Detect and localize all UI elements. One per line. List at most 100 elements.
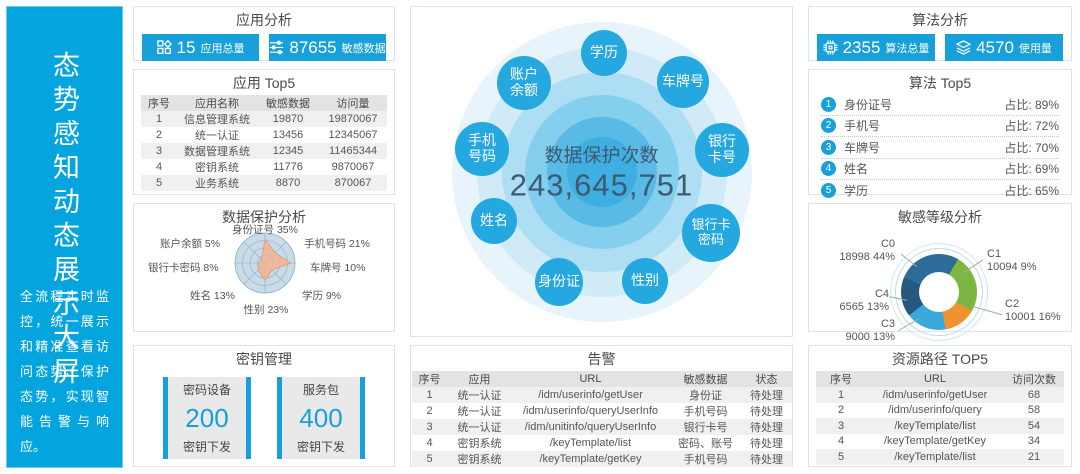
bubble-plate-number: 车牌号 [657, 56, 709, 108]
cell: /idm/userinfo/queryUserInfo [522, 405, 659, 417]
app-top5-title: 应用 Top5 [232, 75, 296, 91]
cell: 1 [816, 387, 866, 403]
sensitive-data-stat-button[interactable]: 87655 敏感数据 [269, 34, 386, 61]
cell: 34 [1027, 435, 1041, 448]
key-management-panel: 密钥管理 密码设备 200 密钥下发 服务包 400 密钥下发 [133, 345, 395, 467]
cell: 11465344 [319, 143, 387, 159]
protection-count-value: 243,645,751 [509, 167, 694, 203]
table-row: 2/idm/userinfo/query 58 [816, 403, 1064, 419]
rank-badge: 3 [821, 139, 836, 155]
bubble-id-card: 身份证 [535, 258, 583, 306]
cell: 19870 [257, 111, 319, 127]
column-header: 序号 [141, 95, 177, 111]
bubble-gender: 性别 [622, 258, 668, 304]
cell: /keyTemplate/getKey [883, 435, 987, 448]
key-card-top-label: 密码设备 [182, 383, 231, 398]
radar-label: 性别 23% [243, 304, 289, 316]
column-header: 应用名称 [177, 95, 257, 111]
protection-overview-panel: 数据保护次数 243,645,751 学历 车牌号 银行 卡号 银行卡 密码 性… [410, 6, 793, 337]
algo-total-value: 2355 [842, 37, 881, 57]
cell: 待处理 [750, 406, 783, 418]
table-row: 4/keyTemplate/getKey 34 [816, 434, 1064, 450]
cell: 2 [426, 405, 433, 417]
segment-name: C4 [874, 288, 889, 300]
resource-top5-title: 资源路径 TOP5 [891, 351, 989, 367]
app-total-stat-button[interactable]: 15 应用总量 [142, 34, 259, 61]
segment-name: C1 [987, 248, 1002, 260]
column-header: 序号 [816, 371, 866, 387]
cell: 4 [155, 161, 163, 173]
table-row: 1 信息管理系统 19870 19870067 [141, 111, 387, 127]
table-row: 5 业务系统 8870 870067 [141, 175, 387, 191]
cell: 13456 [272, 129, 304, 141]
key-card-value: 400 [299, 402, 343, 433]
data-protection-panel: 数据保护分析 身份证号 35% 手机号码 21% 车牌号 10% 学历 9% 性… [133, 203, 395, 332]
bubble-bank-card: 银行 卡号 [695, 123, 749, 177]
radar-label: 学历 9% [302, 290, 342, 302]
cell: 统一认证 [457, 406, 502, 418]
segment-name: C2 [1005, 298, 1020, 310]
rank-label: 姓名 [844, 162, 869, 177]
radar-label: 银行卡密码 8% [148, 262, 219, 274]
rank-value: 占比: 72% [1004, 119, 1059, 134]
segment-value: 6565 13% [839, 301, 889, 313]
cell: 9870067 [331, 161, 375, 173]
radar-label: 姓名 13% [190, 290, 235, 302]
cell: /keyTemplate/list [866, 418, 1004, 434]
bubble-balance: 账户 余额 [497, 56, 551, 110]
donut-decorative-ring [895, 248, 983, 336]
chip-icon [823, 40, 838, 55]
cell: 待处理 [741, 387, 792, 403]
usage-stat-button[interactable]: 4570 使用量 [945, 34, 1063, 61]
resource-top5-table: 序号 URL 访问次数 1/idm/userinfo/getUser 68 2/i… [816, 371, 1064, 465]
segment-label: C3 9000 13% [829, 318, 895, 344]
service-pack-card: 服务包 400 密钥下发 [277, 377, 365, 459]
table-header-row: 序号 应用名称 敏感数据 访问量 [141, 95, 387, 111]
app-analysis-panel: 应用分析 15 应用总量 87655 敏感数据 [133, 6, 395, 61]
table-row: 4 密钥系统/keyTemplate/list 密码、账号 待处理 [412, 435, 792, 451]
donut-decorative-ring [890, 243, 988, 341]
alerts-table: 序号 应用 URL 敏感数据 状态 1 统一认证/idm/userinfo/get… [411, 371, 792, 467]
app-total-value: 15 [176, 37, 196, 57]
table-row: 4 密钥系统 11776 9870067 [141, 159, 387, 175]
sidebar: 态势感知动态展示大屏 全流程实时监控，统一展示和精准查看访问态势、保护态势，实现… [6, 6, 123, 468]
cell: 19870067 [319, 111, 387, 127]
table-row: 1/idm/userinfo/getUser 68 [816, 387, 1064, 403]
protection-count: 数据保护次数 243,645,751 [472, 141, 732, 204]
cell: 3 [411, 419, 448, 435]
rank-value: 占比: 65% [1004, 183, 1059, 198]
segment-label: C1 10094 9% [987, 248, 1037, 274]
segment-label: C0 18998 44% [817, 238, 895, 264]
cell: 手机号码 [669, 451, 742, 467]
rank-label: 学历 [844, 183, 869, 198]
radar-label: 身份证号 35% [232, 224, 298, 236]
apps-grid-icon [156, 40, 172, 55]
radar-svg [234, 232, 296, 294]
segment-label: C2 10001 16% [1005, 298, 1061, 324]
cell: 68 [1004, 387, 1064, 403]
algo-total-stat-button[interactable]: 2355 算法总量 [817, 34, 935, 61]
cell: 待处理 [741, 451, 792, 467]
column-header: 敏感数据 [669, 371, 742, 387]
bubble-phone: 手机 号码 [455, 122, 509, 176]
cell: 1 [141, 111, 177, 127]
cell: 5 [411, 451, 448, 467]
rank-label: 身份证号 [844, 97, 893, 112]
cell: 21 [1004, 449, 1064, 465]
list-item: 1 身份证号 占比: 89% [821, 94, 1059, 116]
ring-circle [566, 137, 637, 207]
radar-chart: 身份证号 35% 手机号码 21% 车牌号 10% 学历 9% 性别 23% 姓… [134, 224, 394, 330]
cell: 业务系统 [177, 175, 257, 191]
algo-analysis-panel: 算法分析 2355 算法总量 [808, 6, 1072, 61]
key-management-title: 密钥管理 [236, 351, 292, 367]
list-item: 5 学历 占比: 65% [821, 180, 1059, 201]
cell: 待处理 [750, 438, 783, 450]
cell: 信息管理系统 [177, 111, 257, 127]
page-title: 态势感知动态展示大屏 [49, 51, 79, 391]
usage-label: 使用量 [1018, 42, 1052, 55]
cell: /idm/userinfo/query [888, 404, 982, 417]
donut [901, 254, 977, 330]
rank-badge: 5 [821, 182, 836, 198]
rank-label: 手机号 [844, 119, 881, 134]
cell: 11776 [273, 161, 303, 173]
